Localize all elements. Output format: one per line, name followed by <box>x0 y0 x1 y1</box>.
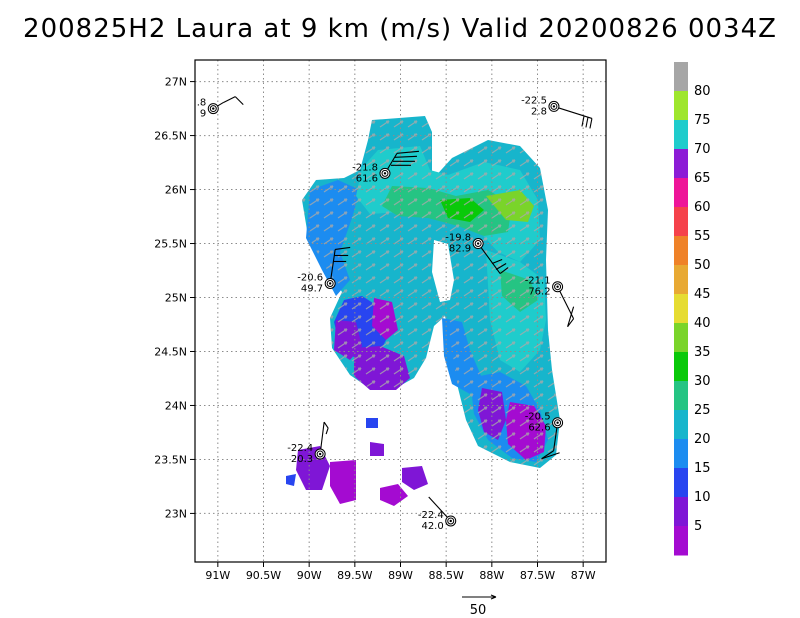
dropsonde-value-label: 2.8 <box>531 106 547 117</box>
dropsonde-markers: .89-22.52.8-21.861.6-19.882.9-20.649.7-2… <box>197 95 593 532</box>
colorbar-segment <box>674 381 688 411</box>
dropsonde-temp-label: -22.4 <box>287 443 313 454</box>
colorbar-segment <box>674 410 688 440</box>
x-tick-label: 87W <box>571 569 596 582</box>
colorbar-label: 60 <box>694 200 711 215</box>
colorbar-segment <box>674 352 688 382</box>
dropsonde-st-c[interactable]: -19.882.9 <box>445 233 509 274</box>
y-tick-label: 27N <box>165 76 187 89</box>
dropsonde-value-label: 49.7 <box>301 283 323 294</box>
colorbar-label: 35 <box>694 345 711 360</box>
dropsonde-temp-label: -21.1 <box>525 276 551 287</box>
y-tick-label: 24N <box>165 399 187 412</box>
colorbar-label: 80 <box>694 84 711 99</box>
dropsonde-st-e[interactable]: -21.176.2 <box>525 276 575 328</box>
dropsonde-temp-label: -20.5 <box>525 412 551 423</box>
dropsonde-value-label: 82.9 <box>449 244 471 255</box>
dropsonde-st-sw[interactable]: -22.420.3 <box>287 421 329 465</box>
dropsonde-st-n[interactable]: -21.861.6 <box>352 150 420 184</box>
colorbar-segment <box>674 236 688 266</box>
dropsonde-temp-label: -21.8 <box>352 162 378 173</box>
dropsonde-temp-label: -20.6 <box>297 272 323 283</box>
map-frame <box>194 59 607 563</box>
x-tick-label: 90.5W <box>246 569 281 582</box>
dropsonde-st-s[interactable]: -22.442.0 <box>418 496 457 532</box>
dropsonde-value-label: 76.2 <box>528 287 550 298</box>
dropsonde-value-label: 42.0 <box>421 521 443 532</box>
dropsonde-st-ne[interactable]: -22.52.8 <box>521 95 593 129</box>
colorbar-label: 55 <box>694 229 711 244</box>
dropsonde-temp-label: -19.8 <box>445 233 471 244</box>
colorbar-label: 30 <box>694 374 711 389</box>
dropsonde-value-label: 9 <box>200 109 206 120</box>
reference-vector-label: 50 <box>470 603 487 618</box>
colorbar-segment <box>674 149 688 179</box>
dropsonde-temp-label: .8 <box>197 98 207 109</box>
colorbar-label: 10 <box>694 490 711 505</box>
x-axis-ticks: 91W 90.5W 90W 89.5W 89W 88.5W 88W 87.5W 87W <box>205 562 596 582</box>
colorbar-segment <box>674 265 688 295</box>
x-tick-label: 87.5W <box>520 569 555 582</box>
x-tick-label: 88W <box>479 569 504 582</box>
x-tick-label: 89.5W <box>337 569 372 582</box>
colorbar-label: 25 <box>694 403 711 418</box>
colorbar-segment <box>674 526 688 556</box>
colorbar-label: 45 <box>694 287 711 302</box>
dropsonde-temp-label: -22.4 <box>418 510 444 521</box>
y-tick-label: 26N <box>165 184 187 197</box>
y-tick-label: 23.5N <box>154 453 187 466</box>
colorbar-segment <box>674 207 688 237</box>
wind-speed-swath <box>286 116 560 506</box>
map-gridlines <box>195 60 606 562</box>
colorbar-label: 70 <box>694 142 711 157</box>
x-tick-label: 91W <box>205 569 230 582</box>
dropsonde-st-se[interactable]: -20.562.6 <box>525 412 564 460</box>
colorbar-label: 5 <box>694 519 702 534</box>
colorbar-label: 20 <box>694 432 711 447</box>
reference-vector: 50 <box>462 594 497 618</box>
map-title: 200825H2 Laura at 9 km (m/s) Valid 20200… <box>23 14 777 44</box>
colorbar-segment <box>674 178 688 208</box>
colorbar-segment <box>674 91 688 121</box>
x-tick-label: 90W <box>297 569 322 582</box>
x-tick-label: 88.5W <box>428 569 463 582</box>
dropsonde-st-w[interactable]: -20.649.7 <box>297 246 351 294</box>
colorbar-segment <box>674 323 688 353</box>
colorbar-segment <box>674 439 688 469</box>
y-tick-label: 23N <box>165 507 187 520</box>
colorbar-label: 65 <box>694 171 711 186</box>
dropsonde-st-nw[interactable]: .89 <box>197 96 244 120</box>
y-tick-label: 24.5N <box>154 345 187 358</box>
colorbar-segment <box>674 294 688 324</box>
y-tick-label: 26.5N <box>154 130 187 143</box>
colorbar-label: 40 <box>694 316 711 331</box>
y-tick-label: 25.5N <box>154 238 187 251</box>
colorbar-segment <box>674 468 688 498</box>
colorbar-segment <box>674 120 688 150</box>
colorbar-segment <box>674 497 688 527</box>
y-axis-ticks: 27N 26.5N 26N 25.5N 25N 24.5N 24N 23.5N 23N <box>154 76 195 520</box>
x-tick-label: 89W <box>388 569 413 582</box>
dropsonde-value-label: 20.3 <box>291 454 313 465</box>
colorbar-label: 50 <box>694 258 711 273</box>
colorbar-segment <box>674 62 688 92</box>
dropsonde-temp-label: -22.5 <box>521 95 547 106</box>
dropsonde-value-label: 61.6 <box>356 173 378 184</box>
colorbar-label: 15 <box>694 461 711 476</box>
color-legend: 80 75 70 65 60 55 50 45 40 35 30 25 20 15 10 5 <box>674 62 711 556</box>
dropsonde-value-label: 62.6 <box>528 423 550 434</box>
colorbar-label: 75 <box>694 113 711 128</box>
y-tick-label: 25N <box>165 292 187 305</box>
